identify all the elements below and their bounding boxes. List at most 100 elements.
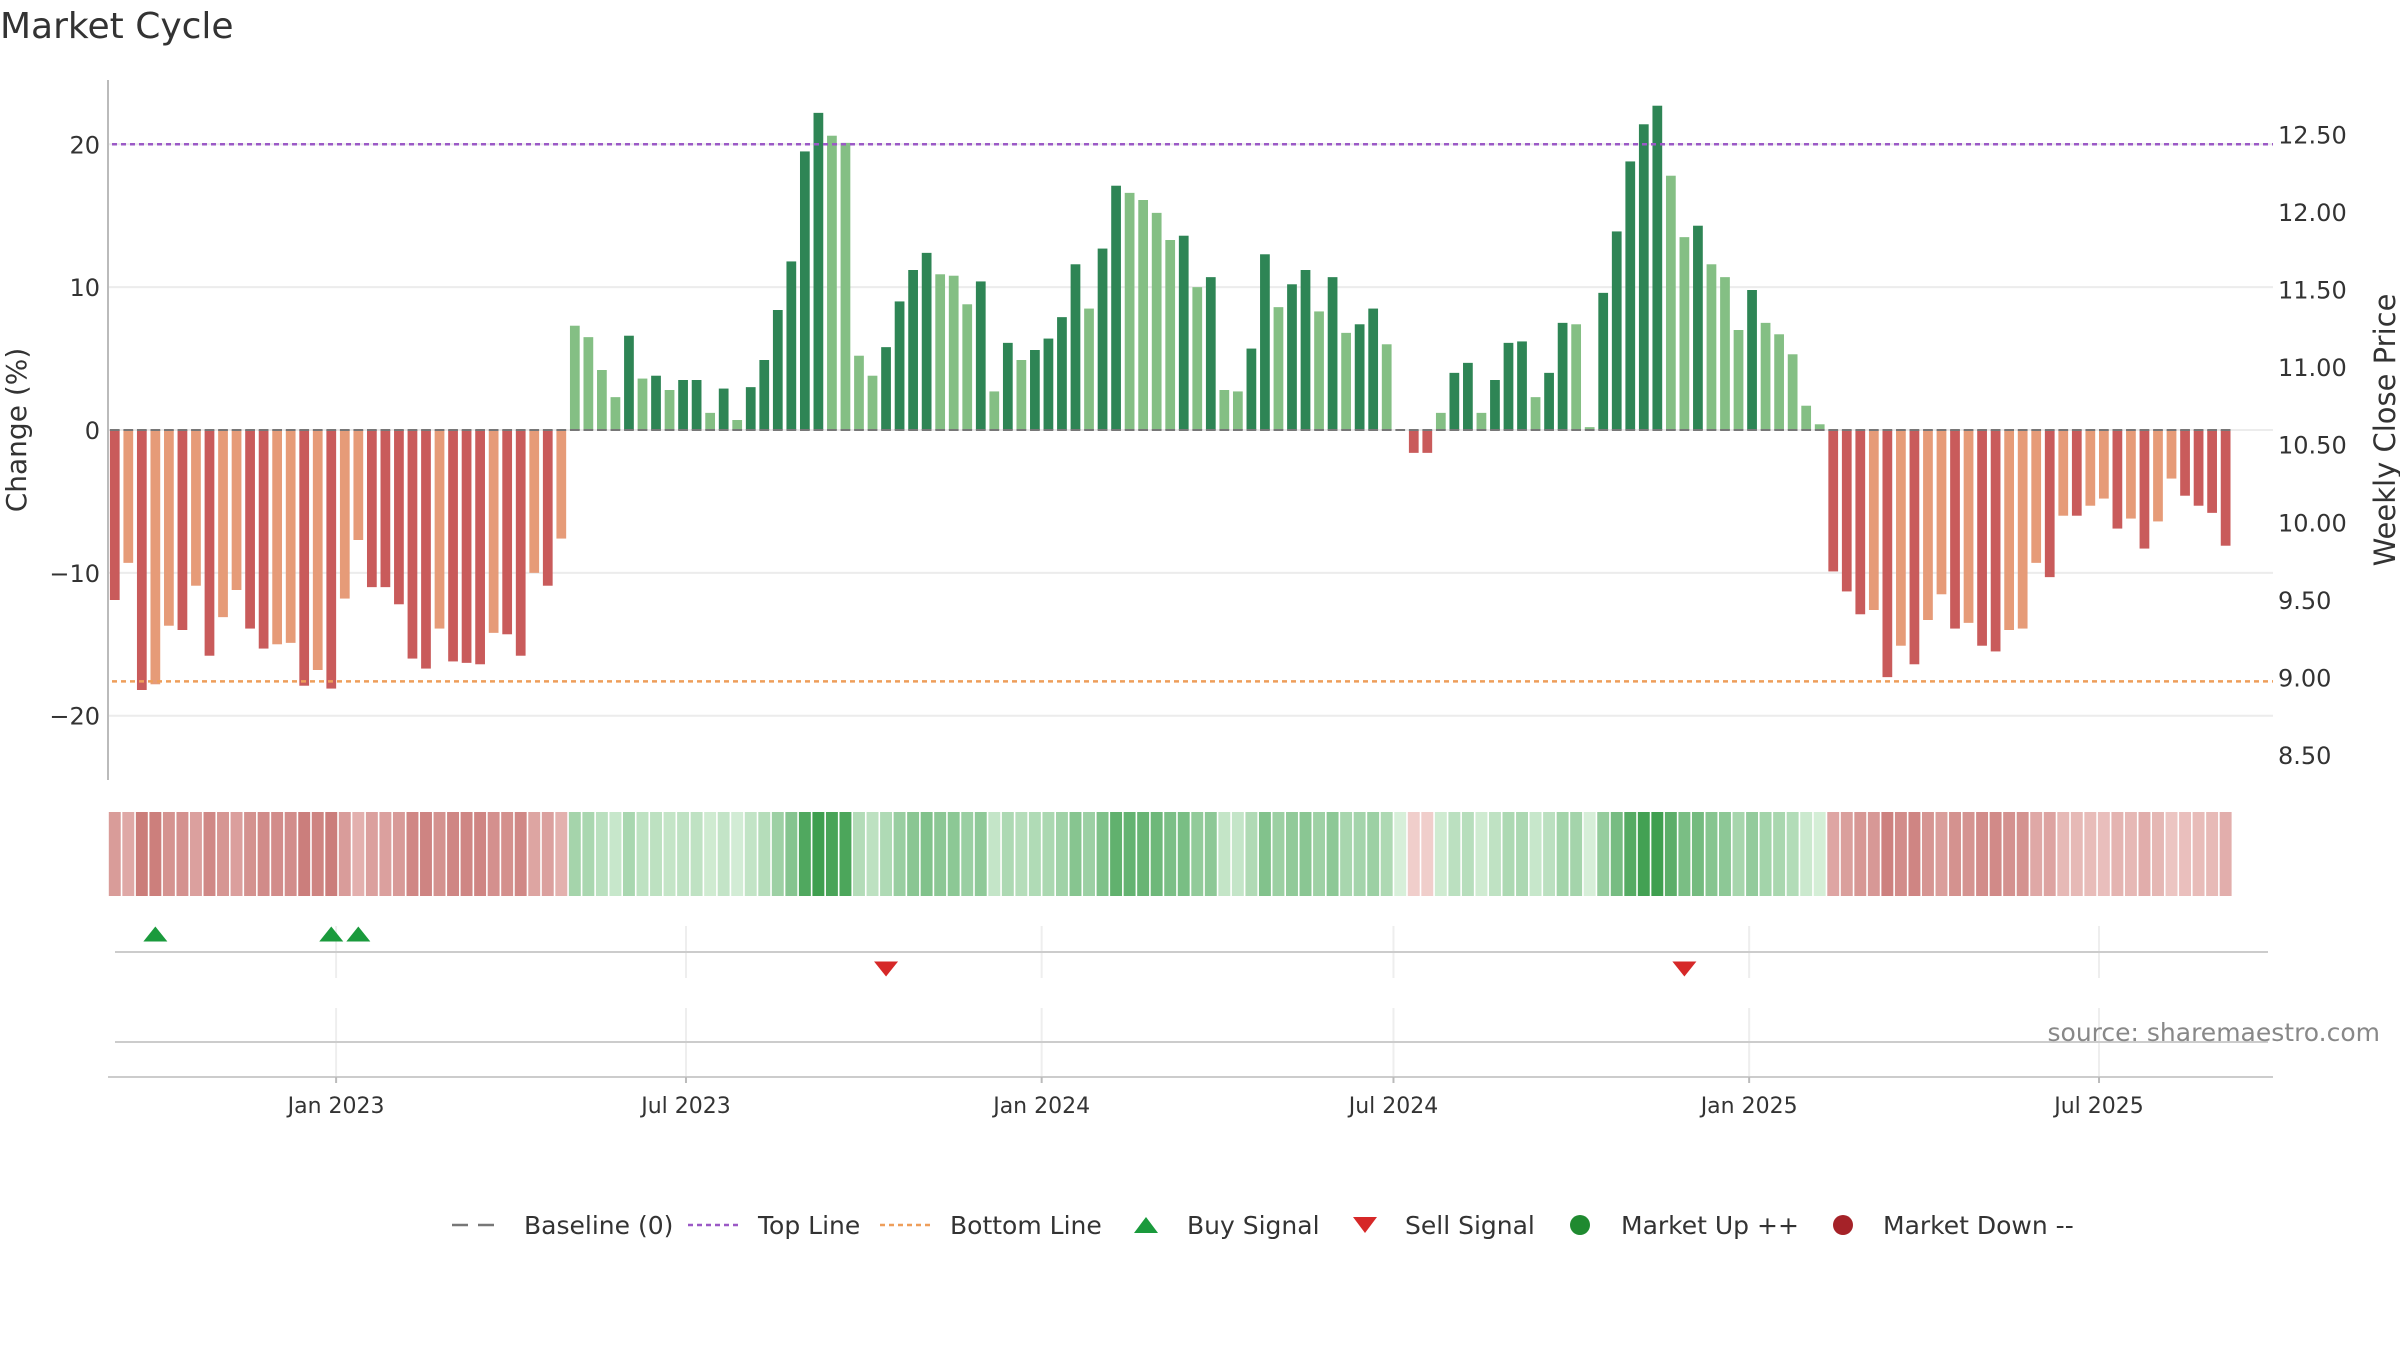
change-bar <box>2180 430 2190 496</box>
change-bar <box>732 420 743 430</box>
change-bar <box>1300 270 1311 430</box>
change-bar <box>867 375 878 430</box>
change-bar <box>109 430 120 600</box>
change-bar <box>1747 290 1757 430</box>
change-bar <box>1733 330 1744 430</box>
heat-cell <box>1367 812 1380 896</box>
heat-cell <box>2179 812 2192 896</box>
heat-cell <box>528 812 541 896</box>
heat-cell <box>1258 812 1271 896</box>
change-bar <box>989 391 1000 430</box>
heat-cell <box>1042 812 1055 896</box>
change-bar <box>461 430 472 663</box>
heat-cell <box>1123 812 1136 896</box>
sell-signal-marker <box>1672 961 1697 977</box>
heat-cell <box>961 812 974 896</box>
change-bar <box>448 430 458 662</box>
heat-cell <box>1651 812 1664 896</box>
change-bar <box>1205 277 1216 430</box>
heat-cell <box>1881 812 1894 896</box>
change-bar <box>597 370 607 430</box>
heat-cell <box>108 812 121 896</box>
heat-cell <box>1299 812 1312 896</box>
change-bar <box>1571 324 1582 430</box>
heat-cell <box>1164 812 1177 896</box>
heat-cell <box>947 812 960 896</box>
legend-symbol-buy <box>1134 1217 1158 1233</box>
change-bar <box>1530 397 1541 430</box>
heat-cell <box>420 812 432 896</box>
chart-title: Market Cycle <box>0 6 234 47</box>
change-bar <box>840 142 851 430</box>
sell-signal-marker <box>874 961 899 977</box>
y-tick-labels: −20 −10 0 10 20 <box>49 131 100 730</box>
heat-cell <box>1800 812 1813 896</box>
heat-cell <box>149 812 162 896</box>
heat-cell <box>2192 812 2205 896</box>
heat-cell <box>217 812 229 896</box>
buy-signal-marker <box>319 926 344 942</box>
heat-cell <box>1570 812 1583 896</box>
change-bar <box>2044 430 2055 578</box>
heat-cell <box>298 812 311 896</box>
heat-cell <box>1610 812 1623 896</box>
change-bar <box>515 430 526 656</box>
change-bar <box>2153 430 2163 522</box>
change-bar <box>366 430 377 588</box>
change-bar <box>637 378 648 430</box>
change-bar <box>529 430 540 573</box>
change-bar <box>908 270 918 430</box>
heat-cell <box>2084 812 2097 896</box>
heat-cell <box>162 812 175 896</box>
heat-cell <box>1096 812 1109 896</box>
heat-cell <box>1840 812 1853 896</box>
change-bar <box>2207 430 2217 513</box>
heat-cell <box>1759 812 1772 896</box>
change-bar <box>1517 341 1527 430</box>
legend-label: Top Line <box>757 1211 860 1240</box>
change-bar <box>2085 430 2096 506</box>
change-bar <box>150 430 161 685</box>
heat-cell <box>744 812 757 896</box>
heat-cell <box>690 812 703 896</box>
change-bar <box>1909 430 1920 665</box>
heat-cell <box>487 812 500 896</box>
y2-tick-label: 10.00 <box>2278 509 2347 537</box>
heat-cell <box>2057 812 2070 896</box>
heat-cell <box>907 812 920 896</box>
change-bar <box>1273 307 1284 430</box>
heat-cell <box>771 812 784 896</box>
x-tick-label: Jan 2024 <box>991 1094 1090 1119</box>
heat-cell <box>1069 812 1082 896</box>
change-bar <box>1449 372 1460 430</box>
change-bar <box>651 375 661 430</box>
heat-cell <box>934 812 947 896</box>
change-bar <box>1665 175 1676 430</box>
change-bar <box>380 430 391 588</box>
y2-tick-label: 9.50 <box>2278 587 2331 615</box>
x-tick-label: Jan 2023 <box>286 1094 385 1119</box>
x-tick-label: Jan 2025 <box>1699 1094 1798 1119</box>
change-bar <box>1923 430 1933 620</box>
change-bar <box>218 430 228 618</box>
heat-cell <box>866 812 879 896</box>
change-bar <box>285 430 296 643</box>
change-bar <box>1260 254 1270 430</box>
heat-cell <box>257 812 270 896</box>
change-bar <box>1896 430 1906 646</box>
heat-cell <box>271 812 284 896</box>
heat-cell <box>1732 812 1745 896</box>
change-bar <box>718 388 729 430</box>
legend-label: Bottom Line <box>950 1211 1102 1240</box>
heat-cell <box>1719 812 1731 896</box>
y2-tick-labels: 8.50 9.00 9.50 10.00 10.50 11.00 11.50 12.00 12.… <box>2278 121 2347 770</box>
legend-label: Market Down -- <box>1883 1211 2074 1240</box>
change-bar <box>1828 430 1839 572</box>
change-bar <box>2193 430 2204 506</box>
change-bar <box>1476 412 1487 430</box>
heat-cell <box>1394 812 1407 896</box>
legend-symbol-sell <box>1353 1217 1377 1233</box>
heat-cell <box>1150 812 1163 896</box>
change-bar <box>1625 161 1636 430</box>
change-bar <box>745 387 756 430</box>
